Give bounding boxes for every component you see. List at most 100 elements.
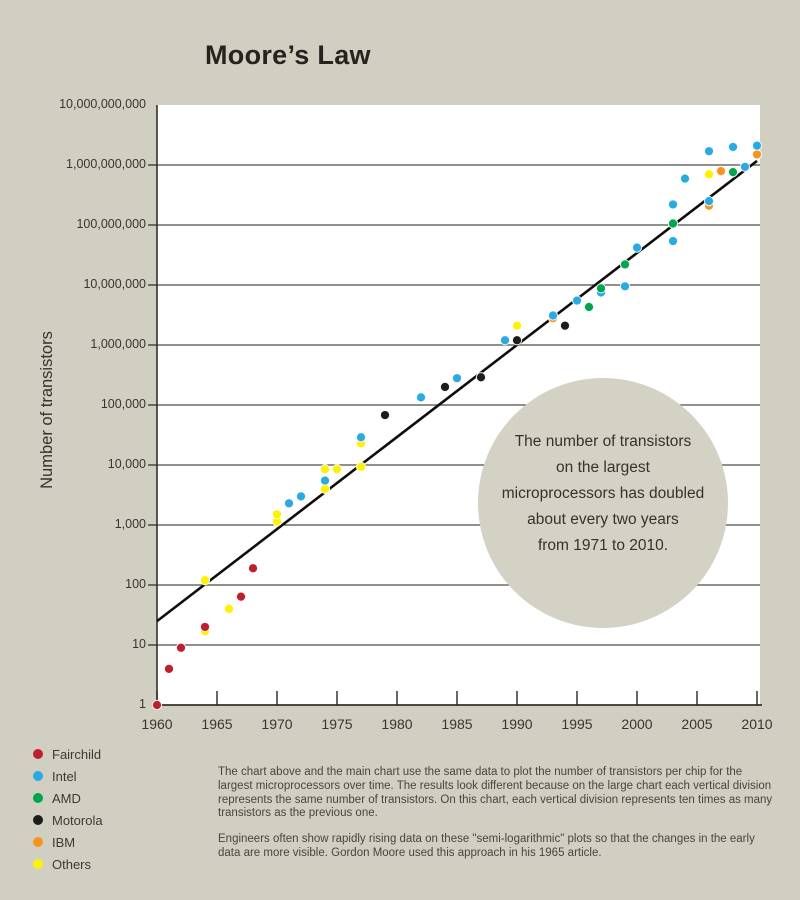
data-point-amd [595, 283, 607, 294]
data-point-intel [547, 310, 559, 321]
annotation-text: The number of transistors on the largest m… [478, 429, 728, 559]
legend-label: Fairchild [52, 746, 102, 762]
legend-item-fairchild: Fairchild [33, 743, 103, 765]
x-tick-label: 1965 [201, 716, 233, 732]
legend-dot-others [33, 859, 43, 869]
caption-paragraph-2: Engineers often show rapidly rising data… [218, 833, 755, 859]
data-point-intel [739, 161, 751, 172]
annotation-line: from 1971 to 2010. [537, 537, 669, 554]
data-point-fairchild [199, 621, 211, 633]
data-point-motorola [439, 381, 451, 393]
y-tick-label: 100,000,000 [76, 217, 146, 231]
legend: Fairchild Intel AMD Motorola IBM Others [33, 743, 103, 875]
legend-label: Motorola [52, 812, 103, 828]
data-point-intel [319, 475, 331, 486]
data-point-fairchild [175, 642, 187, 653]
y-tick-label: 1,000,000 [90, 337, 146, 351]
data-point-others [199, 575, 211, 586]
annotation-line: on the largest [556, 459, 650, 476]
legend-label: Intel [52, 768, 77, 784]
y-tick-label: 10 [132, 637, 146, 651]
data-point-intel [571, 295, 583, 306]
data-point-others [223, 603, 235, 614]
data-point-motorola [511, 335, 523, 346]
data-point-fairchild [163, 663, 175, 674]
data-point-intel [295, 491, 307, 502]
caption-paragraph-1: The chart above and the main chart use t… [218, 766, 773, 820]
x-tick-label: 1980 [381, 716, 413, 732]
data-point-others [511, 320, 523, 331]
data-point-intel [751, 140, 763, 151]
data-point-intel [619, 281, 631, 292]
legend-item-motorola: Motorola [33, 809, 103, 831]
data-point-intel [451, 373, 463, 384]
legend-dot-fairchild [33, 749, 43, 759]
legend-dot-intel [33, 771, 43, 781]
legend-dot-motorola [33, 815, 43, 825]
data-point-intel [679, 173, 691, 184]
x-tick-label: 1995 [561, 716, 593, 732]
captions: The chart above and the main chart use t… [218, 766, 774, 873]
legend-dot-amd [33, 793, 43, 803]
data-point-intel [703, 196, 715, 207]
data-point-intel [703, 146, 715, 157]
y-tick-label: 1 [139, 697, 146, 711]
y-tick-label: 10,000,000,000 [59, 97, 146, 111]
trend-line [156, 159, 758, 623]
data-point-fairchild [247, 563, 259, 574]
data-point-amd [583, 301, 595, 313]
chart-title: Moore’s Law [205, 40, 371, 70]
legend-item-intel: Intel [33, 765, 103, 787]
data-point-others [355, 461, 367, 472]
data-point-others [271, 509, 283, 520]
data-point-ibm [715, 166, 727, 177]
data-point-intel [355, 432, 367, 443]
data-point-others [703, 169, 715, 180]
data-point-intel [727, 141, 739, 153]
data-point-intel [631, 242, 643, 253]
data-point-motorola [379, 409, 391, 421]
y-tick-label: 10,000,000 [83, 277, 146, 291]
legend-item-others: Others [33, 853, 103, 875]
x-tick-label: 2000 [621, 716, 653, 732]
y-tick-label: 1,000 [114, 517, 146, 531]
data-point-others [331, 464, 343, 475]
legend-dot-ibm [33, 837, 43, 847]
legend-label: IBM [52, 834, 76, 850]
annotation-line: microprocessors has doubled [501, 485, 705, 502]
data-point-motorola [475, 372, 487, 383]
data-point-motorola [559, 320, 571, 331]
legend-item-ibm: IBM [33, 831, 103, 853]
x-tick-label: 1975 [321, 716, 353, 732]
data-point-amd [727, 167, 739, 178]
data-point-ibm [751, 149, 763, 160]
data-point-fairchild [151, 699, 163, 711]
annotation-line: about every two years [527, 511, 679, 528]
legend-label: Others [52, 856, 92, 872]
x-tick-label: 2010 [741, 716, 773, 732]
x-tick-label: 2005 [681, 716, 713, 732]
annotation-circle [478, 378, 728, 628]
data-point-others [319, 464, 331, 475]
data-point-amd [667, 218, 679, 229]
y-tick-label: 10,000 [107, 457, 146, 471]
data-point-intel [667, 235, 679, 247]
data-point-fairchild [235, 591, 247, 602]
y-tick-label: 100,000 [100, 397, 146, 411]
data-point-intel [415, 392, 427, 403]
y-tick-label: 1,000,000,000 [66, 157, 146, 171]
data-point-intel [499, 335, 511, 346]
x-tick-label: 1985 [441, 716, 473, 732]
x-tick-label: 1990 [501, 716, 533, 732]
x-tick-label: 1970 [261, 716, 293, 732]
legend-item-amd: AMD [33, 787, 103, 809]
data-point-amd [619, 259, 631, 270]
annotation-line: The number of transistors [514, 433, 692, 450]
data-point-intel [667, 199, 679, 210]
x-tick-label: 1960 [141, 716, 173, 732]
data-point-intel [283, 498, 295, 509]
legend-label: AMD [52, 790, 81, 806]
y-tick-label: 100 [125, 577, 146, 591]
